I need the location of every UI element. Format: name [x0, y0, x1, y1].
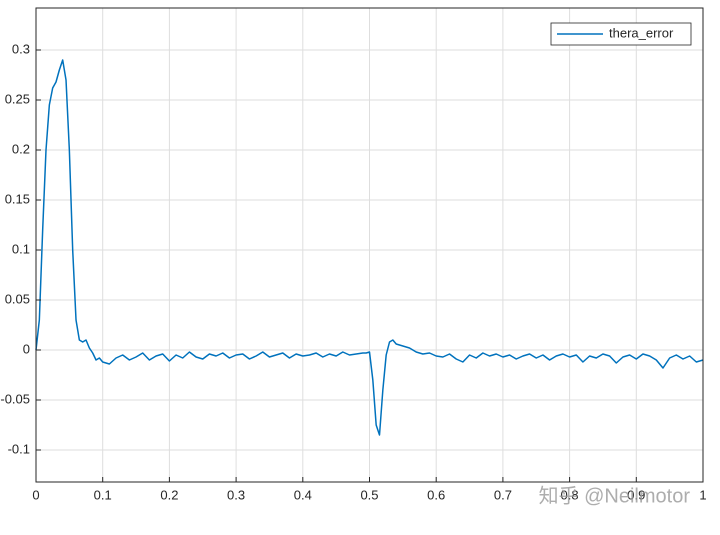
x-tick-label: 0 — [32, 487, 39, 502]
y-tick-label: 0.05 — [5, 291, 30, 306]
y-tick-label: -0.05 — [0, 391, 30, 406]
legend-label: thera_error — [609, 25, 674, 40]
x-tick-label: 0.3 — [227, 487, 245, 502]
y-tick-label: -0.1 — [8, 441, 30, 456]
x-tick-label: 0.2 — [160, 487, 178, 502]
y-tick-label: 0.2 — [12, 141, 30, 156]
x-tick-label: 0.4 — [294, 487, 312, 502]
y-tick-label: 0.3 — [12, 41, 30, 56]
x-tick-label: 0.5 — [360, 487, 378, 502]
y-tick-label: 0.1 — [12, 241, 30, 256]
data-line — [35, 59, 704, 436]
x-tick-label: 0.9 — [627, 487, 645, 502]
x-tick-label: 0.8 — [561, 487, 579, 502]
y-tick-label: 0.15 — [5, 191, 30, 206]
x-tick-label: 0.1 — [94, 487, 112, 502]
x-tick-label: 0.7 — [494, 487, 512, 502]
grid — [35, 8, 704, 482]
watermark: 知乎 @Neilmotor — [539, 484, 691, 507]
labels: -0.1 -0.05 0 0.05 0.1 0.15 0.2 0.25 0.3 0 0.1 0.2 0.… — [0, 22, 707, 502]
legend-box — [550, 22, 692, 46]
x-tick-label: 0.6 — [427, 487, 445, 502]
y-tick-label: 0.25 — [5, 91, 30, 106]
plot — [35, 59, 704, 436]
x-tick-label: 1 — [699, 487, 706, 502]
y-tick-label: 0 — [23, 341, 30, 356]
